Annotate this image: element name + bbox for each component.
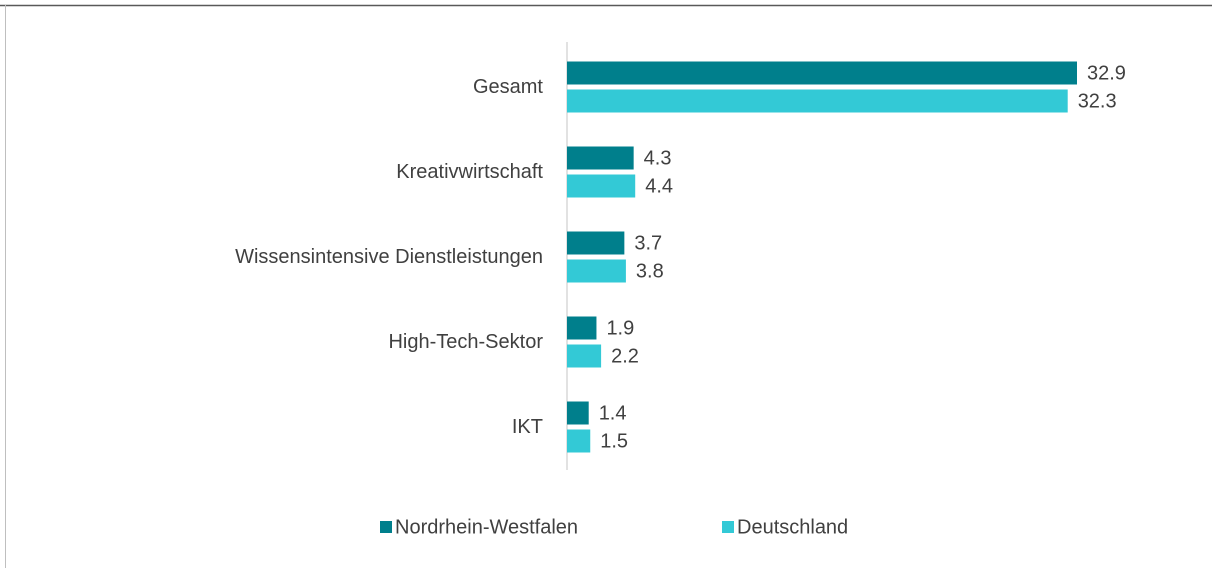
bar bbox=[567, 89, 1068, 113]
value-label: 32.3 bbox=[1078, 90, 1117, 112]
category-label: Kreativwirtschaft bbox=[396, 161, 543, 183]
bar bbox=[567, 401, 589, 425]
bar bbox=[567, 174, 636, 198]
bar bbox=[567, 429, 591, 453]
value-label: 1.4 bbox=[599, 402, 627, 424]
value-label: 4.3 bbox=[644, 147, 672, 169]
bar bbox=[567, 259, 626, 283]
value-label: 2.2 bbox=[611, 345, 639, 367]
value-label: 1.5 bbox=[600, 430, 628, 452]
legend-label: Deutschland bbox=[737, 516, 848, 538]
bar bbox=[567, 146, 634, 170]
value-label: 3.8 bbox=[636, 260, 664, 282]
legend-swatch bbox=[722, 521, 734, 533]
value-label: 4.4 bbox=[645, 175, 673, 197]
category-label: Wissensintensive Dienstleistungen bbox=[235, 246, 543, 268]
bar bbox=[567, 61, 1077, 85]
category-label: Gesamt bbox=[473, 76, 543, 98]
value-label: 1.9 bbox=[606, 317, 634, 339]
value-label: 32.9 bbox=[1087, 62, 1126, 84]
bar bbox=[567, 231, 625, 255]
category-label: High-Tech-Sektor bbox=[388, 331, 543, 353]
legend-label: Nordrhein-Westfalen bbox=[395, 516, 578, 538]
legend-swatch bbox=[380, 521, 392, 533]
bar bbox=[567, 316, 597, 340]
bar bbox=[567, 344, 602, 368]
category-label: IKT bbox=[512, 416, 543, 438]
value-label: 3.7 bbox=[634, 232, 662, 254]
